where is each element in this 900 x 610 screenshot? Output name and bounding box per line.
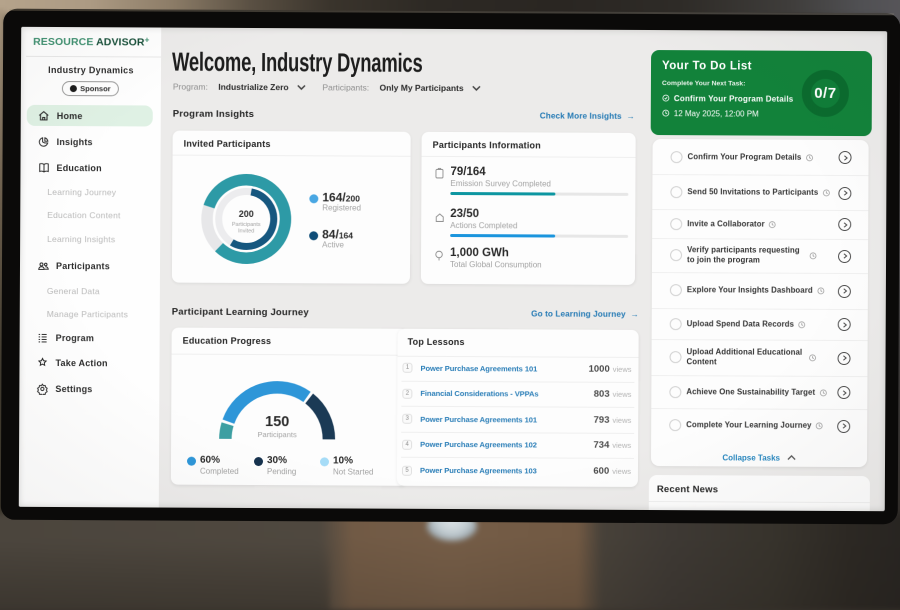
svg-text:200: 200 xyxy=(239,208,254,218)
svg-text:Invited: Invited xyxy=(238,228,254,234)
svg-text:Participants: Participants xyxy=(232,221,261,227)
